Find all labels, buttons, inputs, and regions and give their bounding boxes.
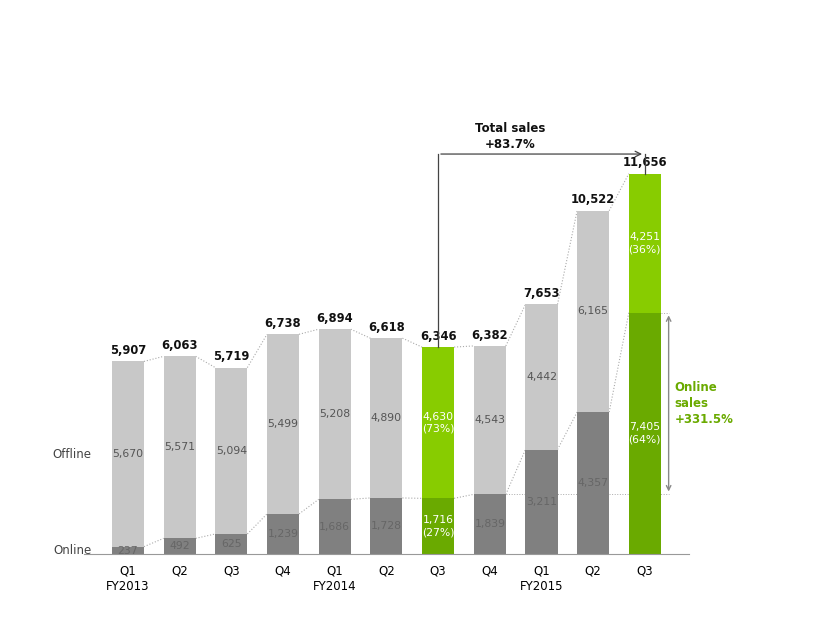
Bar (577, 210, 609, 412)
Text: 1,686: 1,686 (319, 522, 350, 532)
Bar (422, 347, 454, 498)
Text: 7,653: 7,653 (523, 287, 559, 300)
Text: 5,499: 5,499 (267, 419, 298, 429)
Text: 6,165: 6,165 (578, 306, 609, 316)
Text: 5,719: 5,719 (213, 350, 249, 364)
Text: 4,543: 4,543 (475, 415, 506, 425)
Bar (112, 547, 144, 554)
Bar (267, 335, 299, 514)
Bar (422, 498, 454, 554)
Text: 4,630
(73%): 4,630 (73%) (422, 411, 454, 434)
Text: 1,839: 1,839 (475, 519, 506, 529)
Bar (164, 538, 196, 554)
Text: 11,656: 11,656 (622, 156, 667, 169)
Bar (370, 498, 402, 554)
Text: 5,094: 5,094 (216, 446, 247, 455)
Bar (215, 534, 247, 554)
Text: 6,894: 6,894 (317, 312, 353, 325)
Text: 5,670: 5,670 (113, 449, 144, 459)
Bar (164, 357, 196, 538)
Bar (577, 412, 609, 554)
Text: 4,357: 4,357 (578, 478, 609, 488)
Bar (474, 495, 506, 554)
Text: 6,346: 6,346 (420, 330, 456, 343)
Text: 237: 237 (118, 546, 139, 556)
Text: 10,522: 10,522 (571, 193, 615, 207)
Text: 4,442: 4,442 (526, 372, 557, 382)
Text: 6,382: 6,382 (471, 329, 508, 341)
Bar (526, 304, 558, 450)
Text: 5,208: 5,208 (319, 410, 350, 419)
Bar (629, 174, 661, 312)
Text: Online
sales
+331.5%: Online sales +331.5% (675, 381, 733, 426)
Bar (215, 367, 247, 534)
Text: 6,738: 6,738 (265, 317, 302, 330)
Text: Offline: Offline (53, 447, 92, 461)
Text: Online: Online (54, 544, 92, 557)
Text: 4,890: 4,890 (370, 413, 402, 423)
Bar (318, 500, 351, 554)
Bar (267, 514, 299, 554)
Text: 492: 492 (170, 541, 190, 551)
Text: Total sales
+83.7%: Total sales +83.7% (475, 122, 546, 151)
Bar (112, 362, 144, 547)
Text: 4,251
(36%): 4,251 (36%) (628, 232, 661, 255)
Text: 6,063: 6,063 (161, 339, 198, 352)
Text: 1,716
(27%): 1,716 (27%) (422, 515, 454, 537)
Text: 1,239: 1,239 (267, 529, 298, 539)
Bar (629, 312, 661, 554)
Text: 6,618: 6,618 (368, 321, 405, 334)
Bar (474, 346, 506, 495)
Text: 1,728: 1,728 (371, 521, 402, 531)
Bar (370, 338, 402, 498)
Text: 5,907: 5,907 (110, 344, 146, 357)
Text: 7,405
(64%): 7,405 (64%) (628, 422, 661, 445)
Bar (318, 329, 351, 500)
Bar (526, 450, 558, 554)
Text: 3,211: 3,211 (526, 497, 557, 507)
Text: 5,571: 5,571 (164, 442, 195, 452)
Text: 625: 625 (221, 539, 242, 549)
